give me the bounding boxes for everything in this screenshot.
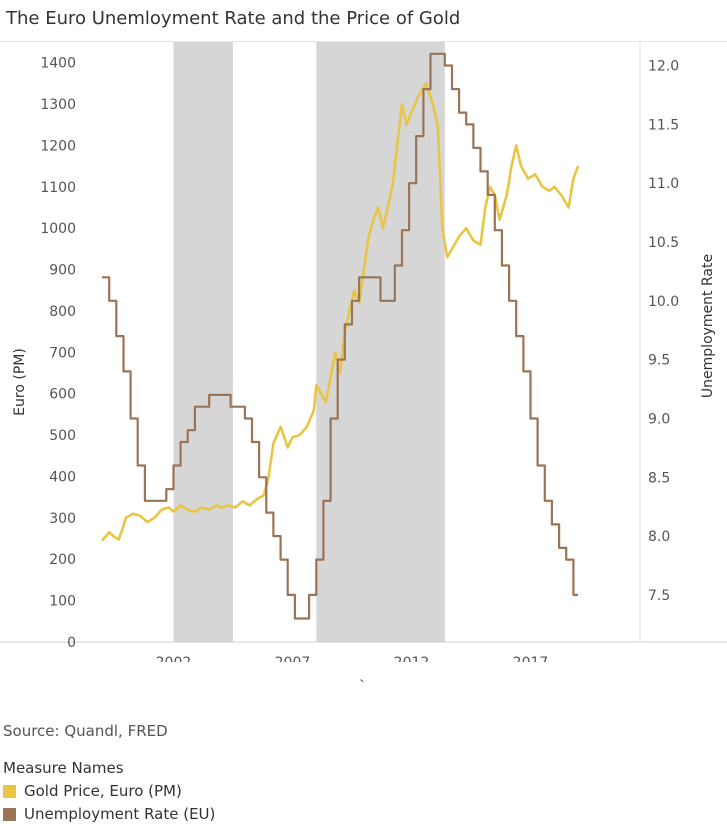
right-tick-label: 9.5 <box>648 353 670 369</box>
chart-title: The Euro Unemloyment Rate and the Price … <box>6 8 461 29</box>
left-tick-label: 1200 <box>40 138 76 154</box>
left-tick-label: 1300 <box>40 97 76 113</box>
series-line-unemployment <box>102 52 579 620</box>
source-note: Source: Quandl, FRED <box>3 722 168 740</box>
right-tick-label: 8.0 <box>648 529 670 545</box>
x-tick-label: 2017 <box>513 655 549 662</box>
left-axis-ticks: 0 100 200 300 400 500 600 700 800 900 1000 1100 1200… <box>40 56 76 651</box>
x-tick-label: 2002 <box>156 655 192 662</box>
left-tick-label: 1100 <box>40 180 76 196</box>
right-axis-ticks: 7.5 8.0 8.5 9.0 9.5 10.0 10.5 11.0 11.5 12.0 <box>648 59 679 604</box>
left-tick-label: 1400 <box>40 56 76 72</box>
gridlines <box>0 42 727 643</box>
left-tick-label: 100 <box>49 594 76 610</box>
right-tick-label: 8.5 <box>648 470 670 486</box>
shaded-period-0 <box>173 42 233 642</box>
legend-label-unemployment: Unemployment Rate (EU) <box>24 805 216 823</box>
right-tick-label: 12.0 <box>648 59 679 75</box>
x-tick-label: 2012 <box>394 655 430 662</box>
legend-title: Measure Names <box>3 759 124 777</box>
chart-area: 0 100 200 300 400 500 600 700 800 900 1000 1100 1200… <box>0 42 727 662</box>
legend-swatch-gold <box>3 784 16 798</box>
left-tick-label: 500 <box>49 428 76 444</box>
shaded-period-1 <box>316 42 445 642</box>
right-tick-label: 11.0 <box>648 176 679 192</box>
right-tick-label: 10.5 <box>648 235 679 251</box>
legend-label-gold: Gold Price, Euro (PM) <box>24 782 182 800</box>
series-lines <box>101 52 580 620</box>
left-tick-label: 900 <box>49 263 76 279</box>
left-tick-label: 300 <box>49 511 76 527</box>
left-tick-label: 400 <box>49 469 76 485</box>
stray-mark: ` <box>359 679 366 695</box>
legend-item-unemployment[interactable]: Unemployment Rate (EU) <box>3 805 215 823</box>
left-tick-label: 200 <box>49 552 76 568</box>
left-tick-label: 800 <box>49 304 76 320</box>
legend-swatch-unemployment <box>3 807 16 821</box>
left-tick-label: 700 <box>49 345 76 361</box>
title-divider <box>0 41 727 42</box>
right-tick-label: 9.0 <box>648 411 670 427</box>
right-tick-label: 11.5 <box>648 117 679 133</box>
x-tick-label: 2007 <box>275 655 311 662</box>
series-line-gold <box>101 82 580 542</box>
x-axis-ticks: 2002 2007 2012 2017 <box>156 655 549 662</box>
left-tick-label: 600 <box>49 387 76 403</box>
left-tick-label: 1000 <box>40 221 76 237</box>
left-axis-title: Euro (PM) <box>12 348 28 416</box>
left-tick-label: 0 <box>67 635 76 651</box>
right-axis-title: Unemployment Rate <box>700 254 716 398</box>
right-tick-label: 7.5 <box>648 588 670 604</box>
right-tick-label: 10.0 <box>648 294 679 310</box>
shaded-periods <box>173 42 445 642</box>
legend-item-gold[interactable]: Gold Price, Euro (PM) <box>3 782 182 800</box>
